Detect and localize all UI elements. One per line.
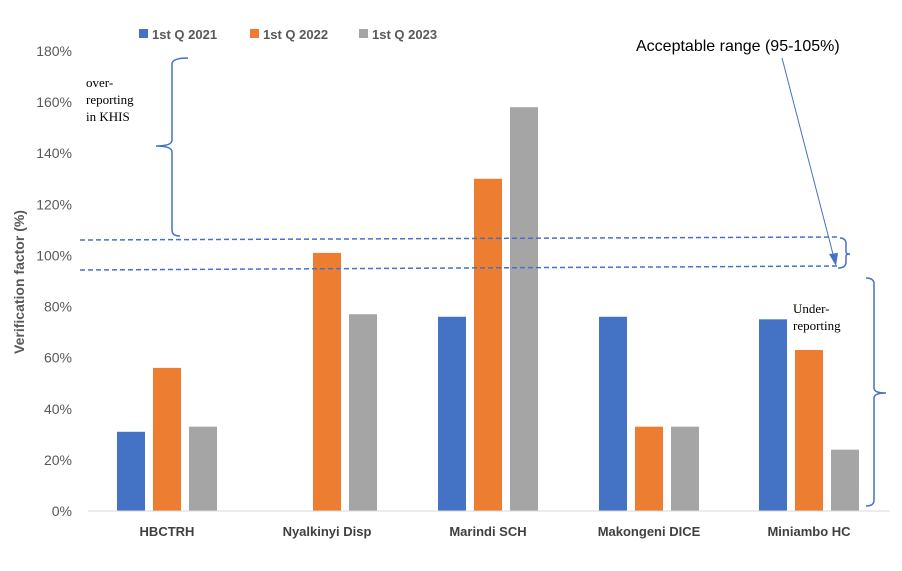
category-label: Makongeni DICE — [598, 524, 701, 539]
legend-label: 1st Q 2022 — [263, 27, 328, 42]
bar-hbctrh-series-3 — [189, 426, 217, 511]
legend-swatch — [250, 29, 259, 38]
legend-label: 1st Q 2023 — [372, 27, 437, 42]
bar-hbctrh-series-1 — [117, 431, 145, 511]
y-tick-label: 20% — [44, 452, 72, 468]
acceptable-range-brace — [837, 237, 851, 269]
legend-swatch — [139, 29, 148, 38]
lower-bound-line — [79, 265, 841, 271]
over-reporting-label: in KHIS — [86, 109, 130, 124]
y-tick-label: 60% — [44, 350, 72, 366]
y-tick-label: 180% — [36, 43, 72, 59]
category-label: Marindi SCH — [449, 524, 526, 539]
under-reporting-brace — [865, 277, 887, 507]
category-label: HBCTRH — [140, 524, 195, 539]
upper-bound-line — [79, 236, 841, 241]
over-reporting-label: reporting — [86, 92, 134, 107]
bar-marindi-sch-series-1 — [438, 316, 466, 511]
legend-swatch — [359, 29, 368, 38]
bar-makongeni-dice-series-3 — [671, 426, 699, 511]
bar-marindi-sch-series-3 — [510, 107, 538, 511]
bar-miniambo-hc-series-1 — [759, 319, 787, 511]
acceptable-range-lines — [79, 236, 841, 271]
y-tick-label: 140% — [36, 145, 72, 161]
category-label: Nyalkinyi Disp — [283, 524, 372, 539]
under-reporting-label: reporting — [793, 318, 841, 333]
over-reporting-brace — [155, 57, 189, 237]
bar-makongeni-dice-series-2 — [635, 426, 663, 511]
acceptable-range-arrow — [781, 57, 835, 259]
y-tick-label: 160% — [36, 94, 72, 110]
y-tick-label: 120% — [36, 196, 72, 212]
legend: 1st Q 2021 1st Q 2022 1st Q 2023 — [139, 27, 437, 42]
y-axis-label: Verification factor (%) — [11, 210, 27, 354]
bar-nyalkinyi-disp-series-2 — [313, 252, 341, 511]
bar-makongeni-dice-series-1 — [599, 316, 627, 511]
acceptable-range-label: Acceptable range (95-105%) — [636, 38, 840, 55]
bar-marindi-sch-series-2 — [474, 178, 502, 511]
bar-miniambo-hc-series-3 — [831, 449, 859, 511]
y-tick-label: 40% — [44, 401, 72, 417]
bar-nyalkinyi-disp-series-3 — [349, 314, 377, 511]
y-tick-label: 80% — [44, 299, 72, 315]
under-reporting-label: Under- — [793, 301, 830, 316]
category-label: Miniambo HC — [767, 524, 851, 539]
bar-miniambo-hc-series-2 — [795, 350, 823, 511]
y-tick-label: 0% — [52, 503, 72, 519]
over-reporting-label: over- — [86, 75, 113, 90]
bar-hbctrh-series-2 — [153, 367, 181, 511]
y-tick-label: 100% — [36, 247, 72, 263]
legend-label: 1st Q 2021 — [152, 27, 217, 42]
arrow-head-icon — [829, 253, 838, 266]
